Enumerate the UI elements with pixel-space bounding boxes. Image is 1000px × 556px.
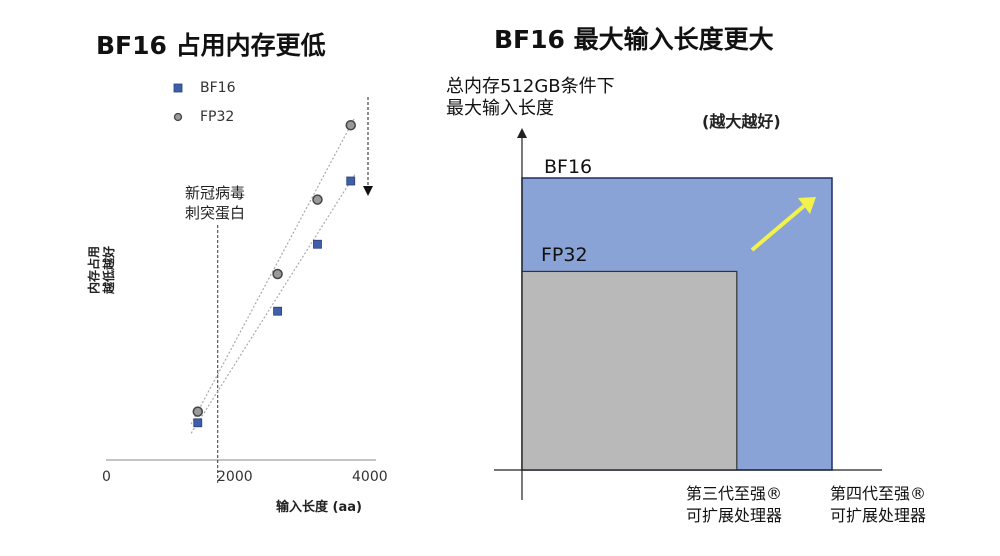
bar-label-bf16: BF16 (544, 156, 593, 178)
left-chart-title: BF16 占用内存更低 (96, 31, 326, 60)
data-point-fp32-2 (312, 194, 323, 205)
x-tick-label-0: 0 (102, 469, 111, 485)
data-point-bf16-3 (346, 176, 356, 186)
trend-line-bf16 (190, 174, 356, 434)
right-y-axis-label: 总内存512GB条件下 最大输入长度 (446, 76, 615, 119)
legend-label-bf16: BF16 (200, 80, 236, 96)
category-label-3rd-gen: 第三代至强® 可扩展处理器 (685, 484, 782, 525)
category-label-4th-gen: 第四代至强® 可扩展处理器 (829, 484, 926, 525)
improvement-arrow-line (750, 204, 806, 252)
annotation-spike-protein: 新冠病毒 刺突蛋白 (184, 184, 245, 222)
legend-marker-bf16 (173, 83, 183, 93)
data-point-fp32-1 (272, 268, 283, 280)
left-x-axis-label: 输入长度 (aa) (276, 500, 362, 515)
bigger-is-better-note: (越大越好) (702, 112, 781, 131)
data-point-bf16-2 (313, 239, 322, 249)
bar-fp32 (521, 270, 738, 471)
x-tick-label-4000: 4000 (352, 469, 388, 485)
improvement-arrow-head (798, 197, 816, 214)
decrease-arrow-head (363, 186, 373, 196)
right-chart-title: BF16 最大输入长度更大 (494, 25, 774, 54)
legend-marker-fp32 (173, 112, 183, 122)
left-y-axis-label: 内存占用 越低越好 (87, 246, 116, 295)
data-point-bf16-0 (193, 418, 203, 428)
trend-line-fp32 (190, 117, 356, 425)
data-point-fp32-0 (192, 406, 204, 417)
right-y-axis-arrowhead (517, 128, 527, 138)
x-tick-label-2000: 2000 (217, 469, 253, 485)
data-point-bf16-1 (273, 306, 282, 316)
legend-label-fp32: FP32 (200, 109, 235, 125)
data-point-fp32-3 (345, 119, 356, 131)
bar-label-fp32: FP32 (541, 244, 588, 266)
